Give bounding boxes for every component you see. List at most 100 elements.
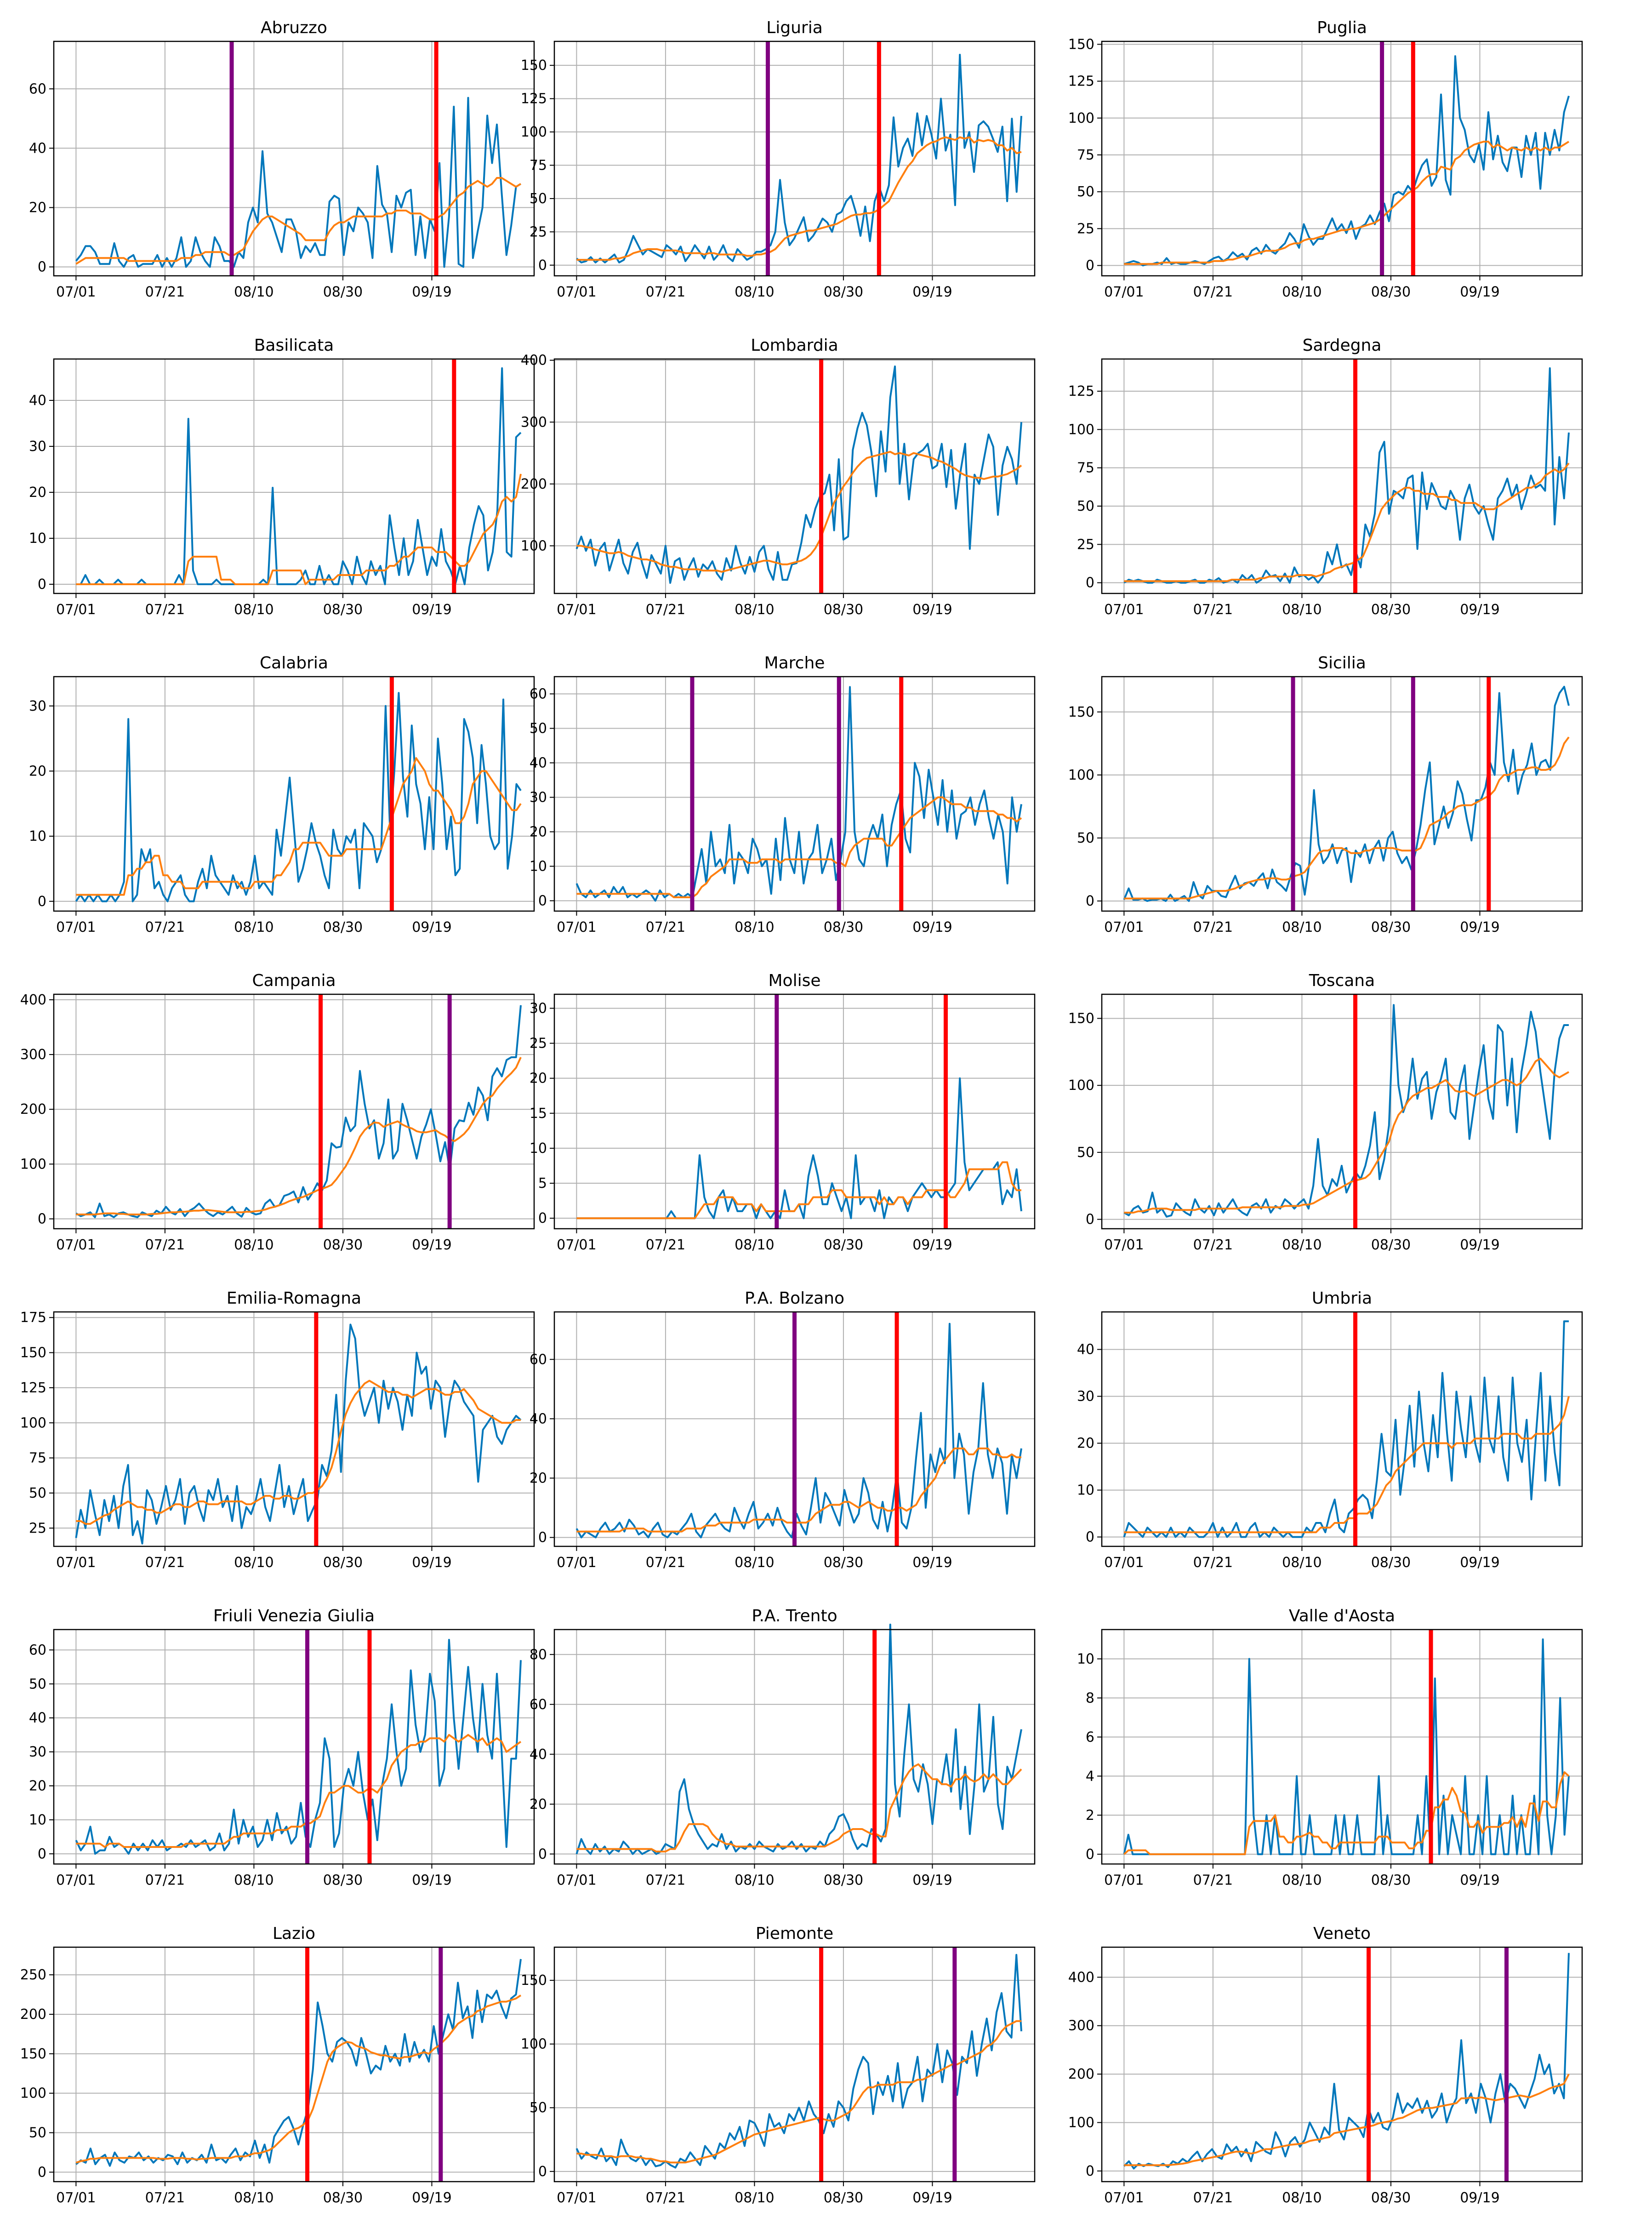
panel-valle-d-aosta: 07/01 07/21 08/10 08/30 09/19 0 2 4 6 8 10 Valle d'… [1077,1607,1583,1888]
y-tick-label: 60 [530,1697,547,1713]
y-tick-label: 200 [20,1101,46,1117]
x-tick-label: 07/01 [557,1237,596,1253]
x-tick-label: 07/01 [1104,919,1144,935]
x-tick-label: 07/01 [56,1237,96,1253]
y-tick-label: 5 [538,1175,547,1191]
moving-average-line [1124,462,1570,582]
y-tick-label: 0 [1086,1529,1094,1545]
panel-title: Toscana [1309,971,1375,990]
y-tick-label: 20 [530,1471,547,1487]
y-tick-label: 0 [38,1211,46,1227]
x-tick-label: 07/01 [557,2190,596,2206]
x-tick-label: 07/21 [1193,2190,1233,2206]
x-tick-label: 08/30 [1371,919,1411,935]
moving-average-line [576,796,1022,898]
x-tick-label: 07/21 [145,1555,185,1571]
y-tick-label: 250 [20,1967,46,1983]
y-tick-label: 30 [29,1744,46,1760]
axes-frame [553,1311,1036,1547]
daily-cases-line [575,365,1022,584]
x-tick-label: 08/10 [1282,1872,1322,1888]
x-tick-label: 09/19 [412,919,451,935]
x-tick-label: 08/30 [1371,284,1411,300]
y-tick-label: 0 [1086,1212,1094,1228]
moving-average-line [76,1379,521,1525]
x-tick-label: 09/19 [912,1872,952,1888]
y-tick-label: 60 [29,81,46,97]
x-tick-label: 07/01 [1104,284,1144,300]
axes-frame [553,676,1036,912]
y-tick-label: 200 [521,476,547,492]
y-tick-label: 0 [38,2164,46,2180]
y-tick-label: 8 [1086,1690,1094,1706]
x-tick-label: 09/19 [912,284,952,300]
moving-average-line [576,136,1022,261]
y-tick-label: 50 [530,721,547,737]
y-tick-label: 20 [1077,1436,1094,1452]
x-tick-label: 08/30 [824,1555,863,1571]
y-tick-label: 50 [29,1485,46,1501]
panel-lombardia: 07/01 07/21 08/10 08/30 09/19 100 200 300 400 Lom… [521,336,1036,618]
x-tick-label: 08/10 [1282,2190,1322,2206]
x-tick-label: 07/21 [145,602,185,618]
y-tick-label: 0 [538,1530,547,1546]
daily-cases-line [1123,1004,1569,1218]
y-tick-label: 300 [521,414,547,430]
moving-average-line [76,473,522,585]
y-tick-label: 25 [1077,221,1094,237]
x-tick-label: 08/30 [323,2190,363,2206]
x-tick-label: 08/30 [824,919,863,935]
axes-frame [53,1629,535,1865]
moving-average-line [576,450,1022,573]
axes-frame [53,993,535,1230]
x-tick-label: 07/01 [1104,1555,1144,1571]
x-tick-label: 07/01 [56,1872,96,1888]
x-tick-label: 09/19 [912,2190,952,2206]
y-tick-label: 100 [1068,110,1094,126]
axes-frame [53,1946,535,2183]
x-tick-label: 08/30 [323,1872,363,1888]
panel-title: Molise [769,971,821,990]
panel-title: P.A. Bolzano [745,1289,844,1308]
x-tick-label: 08/30 [1371,602,1411,618]
y-tick-label: 125 [521,91,547,107]
x-tick-label: 09/19 [412,2190,451,2206]
x-tick-label: 09/19 [912,919,952,935]
y-tick-label: 80 [530,1647,547,1663]
x-tick-label: 07/01 [56,2190,96,2206]
daily-cases-line [1123,1638,1570,1855]
x-tick-label: 08/10 [735,1555,774,1571]
y-tick-label: 400 [1068,1969,1094,1985]
x-tick-label: 07/21 [646,919,685,935]
x-tick-label: 07/01 [56,1555,96,1571]
x-tick-label: 09/19 [1460,602,1499,618]
x-tick-label: 07/21 [646,1555,685,1571]
y-tick-label: 60 [29,1642,46,1658]
x-tick-label: 07/01 [557,1555,596,1571]
y-tick-label: 150 [521,1972,547,1989]
y-tick-label: 100 [1068,2115,1094,2131]
moving-average-line [76,1057,522,1215]
x-tick-label: 09/19 [1460,1555,1499,1571]
y-tick-label: 20 [29,484,46,501]
axes-frame [1101,1629,1583,1865]
x-tick-label: 07/21 [145,284,185,300]
x-tick-label: 08/10 [735,1872,774,1888]
x-tick-label: 08/10 [735,602,774,618]
y-tick-label: 0 [538,893,547,909]
y-tick-label: 150 [20,2046,46,2062]
moving-average-line [75,1995,522,2164]
moving-average-line [76,1734,522,1848]
axes-frame [1101,358,1583,594]
y-tick-label: 25 [530,224,547,240]
y-tick-label: 100 [20,1415,46,1431]
x-tick-label: 08/10 [234,1872,273,1888]
y-tick-label: 30 [1077,1389,1094,1405]
axes-frame [553,1629,1036,1865]
y-tick-label: 4 [1086,1768,1094,1784]
x-tick-label: 08/30 [323,602,363,618]
panel-campania: 07/01 07/21 08/10 08/30 09/19 0 100 200 300 400 Ca… [20,971,535,1253]
x-tick-label: 08/30 [323,284,363,300]
x-tick-label: 07/01 [1104,1237,1144,1253]
